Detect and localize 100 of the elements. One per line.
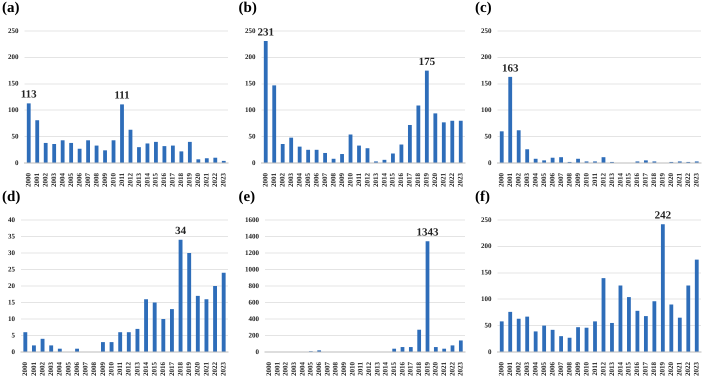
bar (288, 138, 293, 162)
data-label: 163 (502, 62, 519, 74)
bar (213, 286, 218, 352)
chart-title: (c) (475, 0, 492, 17)
bar (280, 144, 284, 162)
data-label: 175 (418, 56, 436, 68)
bar (137, 147, 141, 162)
bar (49, 345, 54, 352)
bar (416, 330, 421, 352)
bar (516, 318, 521, 352)
bar (441, 122, 446, 162)
bar (534, 158, 538, 162)
bar (340, 154, 344, 162)
bar (610, 322, 614, 352)
bar (272, 85, 276, 162)
bar (424, 70, 428, 162)
bar (618, 285, 622, 352)
bar (636, 310, 640, 352)
bar (508, 312, 512, 352)
bar (390, 153, 394, 162)
bar (516, 130, 521, 162)
bar (602, 157, 606, 162)
bar (408, 347, 412, 352)
bar (356, 146, 360, 162)
bar (432, 113, 437, 162)
bar (222, 272, 226, 352)
chart-title: (f) (475, 189, 490, 206)
bar (154, 142, 158, 162)
bar (94, 146, 98, 162)
bar (152, 302, 157, 352)
bar (669, 304, 674, 352)
bar (58, 348, 62, 352)
bar (500, 321, 504, 352)
bar (458, 120, 462, 162)
bar (593, 321, 597, 352)
bar (559, 336, 563, 352)
bar (550, 158, 555, 162)
data-label: 231 (256, 26, 274, 38)
bar (126, 332, 131, 352)
data-label: 111 (114, 90, 130, 102)
bar (146, 143, 150, 162)
bar (660, 224, 665, 352)
bar (188, 142, 192, 162)
bar (69, 142, 74, 162)
bar (103, 150, 107, 162)
bar (652, 301, 656, 352)
bar (314, 150, 318, 162)
bar (644, 316, 648, 352)
bar (576, 327, 580, 352)
chart-title: (d) (2, 189, 20, 206)
bar (365, 148, 369, 162)
bar (534, 331, 538, 352)
bar (348, 134, 352, 162)
bar (118, 332, 122, 352)
bar (400, 347, 404, 352)
bar (407, 124, 412, 162)
bar (187, 253, 192, 352)
bar (559, 157, 563, 162)
bar (542, 326, 546, 352)
bar (550, 330, 555, 352)
chart-title: (b) (238, 0, 257, 17)
bar (602, 278, 606, 352)
bar (120, 104, 124, 162)
bar (297, 146, 302, 162)
bar (576, 158, 580, 162)
bar (458, 340, 462, 352)
bar (568, 338, 572, 352)
bar (213, 158, 218, 162)
bar (128, 130, 132, 162)
bar (110, 342, 114, 352)
bar (508, 76, 512, 162)
bar (433, 347, 438, 352)
bar (35, 120, 40, 162)
data-label: 242 (654, 210, 672, 222)
bar (44, 142, 48, 162)
bar (686, 285, 690, 352)
bar (584, 328, 588, 352)
data-label: 113 (20, 88, 38, 101)
bar (135, 328, 140, 352)
bar (26, 103, 31, 162)
bar (399, 144, 403, 162)
bar (162, 146, 166, 162)
bar (442, 348, 446, 352)
bar (525, 149, 530, 162)
bar (52, 144, 56, 162)
bar (75, 348, 80, 352)
bar (306, 150, 310, 162)
chart-title: (a) (2, 0, 20, 17)
bar (392, 348, 396, 352)
bar (170, 146, 175, 162)
bar (382, 160, 386, 162)
bar (263, 41, 268, 162)
bar (627, 297, 631, 352)
chart-title: (e) (238, 189, 256, 206)
bar (86, 140, 90, 162)
bar (161, 319, 166, 352)
bar (178, 240, 183, 352)
bar (32, 345, 36, 352)
bar (23, 332, 28, 352)
bar (100, 342, 105, 352)
